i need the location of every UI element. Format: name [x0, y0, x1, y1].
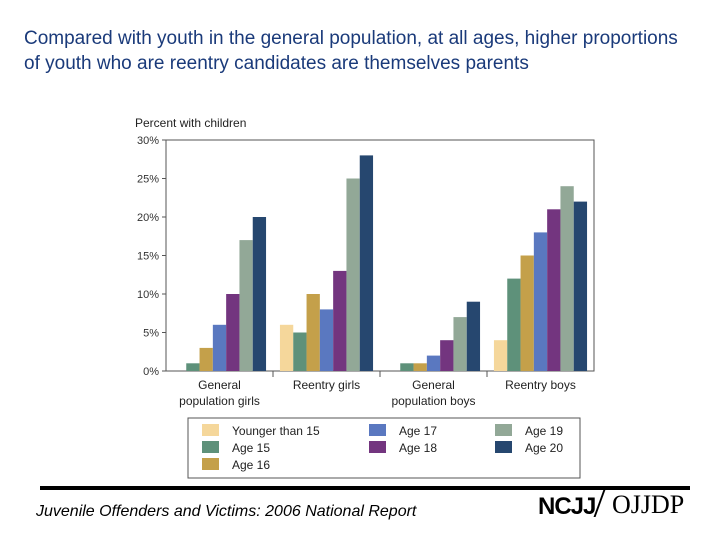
- y-tick-label: 10%: [137, 289, 159, 301]
- footer-divider: [40, 486, 690, 490]
- bar: [560, 186, 574, 371]
- bar: [520, 255, 534, 371]
- legend-label: Age 15: [232, 441, 270, 455]
- bar: [333, 270, 347, 371]
- bar: [279, 324, 294, 371]
- bar: [252, 217, 267, 371]
- ojjdp-logo: OJJDP: [612, 490, 685, 519]
- bar: [426, 355, 441, 371]
- bar: [306, 294, 320, 371]
- bar: [573, 201, 588, 371]
- legend-swatch: [202, 458, 219, 470]
- x-category-label: General: [198, 378, 241, 392]
- legend-label: Age 16: [232, 458, 270, 472]
- bar: [493, 340, 508, 371]
- x-category-label: Reentry girls: [293, 378, 360, 392]
- legend-label: Younger than 15: [232, 424, 320, 438]
- bar: [293, 332, 307, 371]
- bar: [547, 209, 561, 371]
- legend-swatch: [202, 424, 219, 436]
- x-category-label: population girls: [179, 394, 260, 408]
- bar: [453, 317, 467, 371]
- bar: [413, 363, 427, 371]
- legend-swatch: [202, 441, 219, 453]
- legend-swatch: [495, 441, 512, 453]
- bar: [186, 363, 200, 371]
- bar: [440, 340, 454, 371]
- x-category-label: Reentry boys: [505, 378, 576, 392]
- ncjj-logo: NCJJ: [538, 493, 596, 520]
- x-category-label: population boys: [391, 394, 475, 408]
- y-tick-label: 30%: [137, 135, 159, 147]
- y-axis-label: Percent with children: [135, 116, 246, 130]
- bar: [199, 347, 213, 371]
- bar: [346, 178, 360, 371]
- bar: [507, 278, 521, 371]
- legend-swatch: [369, 441, 386, 453]
- legend-label: Age 17: [399, 424, 437, 438]
- bar: [226, 294, 240, 371]
- legend-label: Age 20: [525, 441, 563, 455]
- legend-label: Age 19: [525, 424, 563, 438]
- y-tick-label: 20%: [137, 212, 159, 224]
- bar: [212, 324, 227, 371]
- x-category-label: General: [412, 378, 455, 392]
- footer-report-title: Juvenile Offenders and Victims: 2006 Nat…: [36, 503, 417, 520]
- y-tick-label: 5%: [143, 328, 159, 340]
- slide-title: Compared with youth in the general popul…: [24, 28, 678, 74]
- bar: [400, 363, 414, 371]
- legend-swatch: [495, 424, 512, 436]
- y-tick-label: 25%: [137, 174, 159, 186]
- y-tick-label: 15%: [137, 251, 159, 263]
- bar: [239, 240, 253, 371]
- bar: [319, 309, 334, 371]
- bar: [466, 301, 481, 371]
- legend-box: [187, 417, 581, 479]
- bar: [359, 155, 374, 371]
- legend-swatch: [369, 424, 386, 436]
- legend-label: Age 18: [399, 441, 437, 455]
- y-tick-label: 0%: [143, 366, 159, 378]
- bar: [533, 232, 548, 371]
